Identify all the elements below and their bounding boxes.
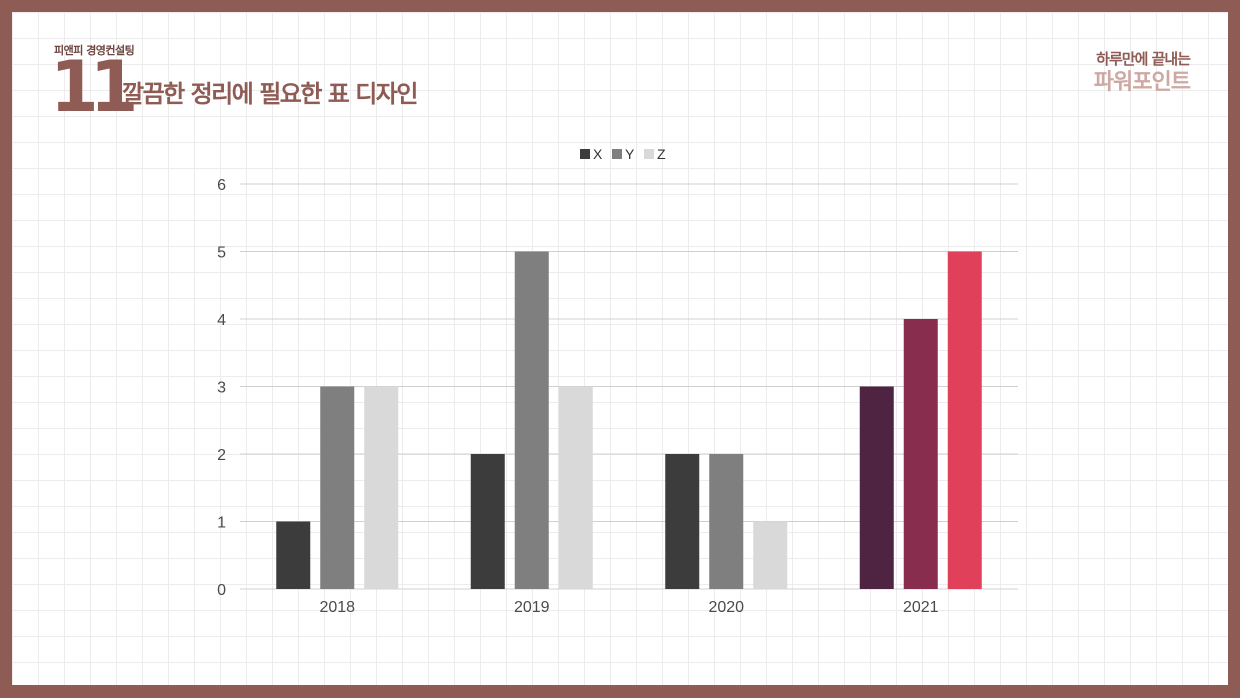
- y-tick-label: 6: [217, 177, 226, 194]
- y-tick-label: 1: [217, 515, 226, 532]
- legend-label-z: Z: [657, 146, 666, 162]
- y-tick-label: 0: [217, 582, 226, 599]
- slide: 피앤피 경영컨설팅 11 깔끔한 정리에 필요한 표 디자인 하루만에 끝내는 …: [12, 12, 1228, 685]
- y-tick-label: 4: [217, 312, 226, 329]
- bar-y-2020: [709, 454, 744, 589]
- bar-y-2021: [903, 319, 938, 589]
- brand-tagline: 하루만에 끝내는: [1096, 50, 1191, 68]
- x-axis: 2018 2019 2020 2021: [319, 599, 938, 616]
- brand-name: 파워포인트: [1093, 70, 1191, 95]
- y-tick-label: 3: [217, 380, 226, 397]
- bar-y-2019: [514, 251, 549, 589]
- bar-z-2021: [947, 251, 982, 589]
- page-title: 깔끔한 정리에 필요한 표 디자인: [122, 80, 418, 108]
- legend-swatch-z: [644, 149, 654, 159]
- bar-x-2021: [859, 386, 894, 589]
- bar-x-2020: [665, 454, 700, 589]
- x-tick-label: 2018: [319, 599, 355, 616]
- x-tick-label: 2021: [903, 599, 939, 616]
- legend: X Y Z: [580, 146, 666, 162]
- legend-swatch-x: [580, 149, 590, 159]
- bar-y-2018: [320, 386, 355, 589]
- bar-x-2018: [276, 521, 311, 589]
- company-name: 피앤피 경영컨설팅: [54, 44, 135, 57]
- bar-z-2018: [364, 386, 399, 589]
- y-tick-label: 2: [217, 447, 226, 464]
- bars: [276, 251, 982, 589]
- legend-label-x: X: [593, 146, 603, 162]
- y-axis: 0 1 2 3 4 5 6: [217, 177, 226, 599]
- bar-z-2020: [753, 521, 788, 589]
- bar-x-2019: [470, 454, 505, 589]
- page-number: 11: [50, 46, 138, 128]
- legend-label-y: Y: [625, 146, 635, 162]
- x-tick-label: 2019: [514, 599, 550, 616]
- bar-z-2019: [558, 386, 593, 589]
- x-tick-label: 2020: [708, 599, 744, 616]
- y-tick-label: 5: [217, 245, 226, 262]
- legend-swatch-y: [612, 149, 622, 159]
- gridlines: [240, 183, 1018, 590]
